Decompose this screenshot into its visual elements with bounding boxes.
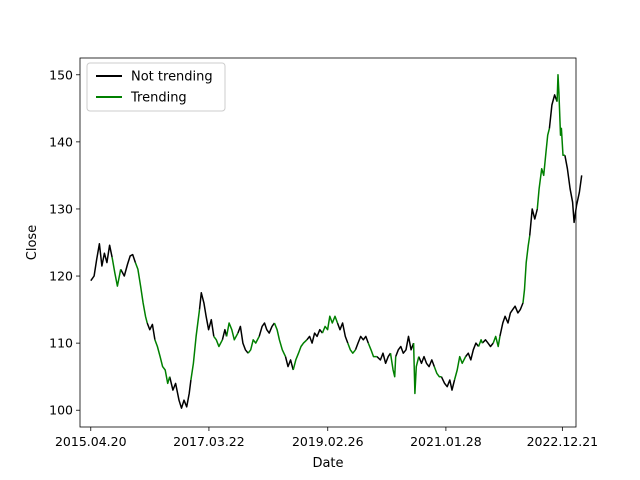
series-segment (134, 262, 148, 324)
series-segment (528, 208, 539, 236)
series-segment (394, 335, 415, 357)
x-tick-label: 2017.03.22 (173, 434, 245, 449)
series-segment (412, 343, 420, 395)
series-segment (556, 74, 565, 157)
x-tick-label: 2015.04.20 (55, 434, 127, 449)
series-segment (453, 355, 467, 381)
series-segment (499, 302, 524, 337)
series-trending (111, 74, 565, 395)
plot-area (80, 58, 576, 427)
series-segment (221, 328, 228, 340)
series-segment (367, 342, 377, 358)
series-layer (90, 74, 583, 409)
series-segment (418, 355, 436, 368)
x-tick-label: 2022.12.21 (527, 434, 599, 449)
series-segment (440, 376, 456, 391)
legend: Not trending Trending (86, 62, 226, 112)
series-segment (336, 322, 349, 344)
series-not-trending (90, 94, 583, 409)
series-segment (198, 292, 215, 337)
series-segment (433, 366, 442, 378)
series-segment (306, 328, 323, 344)
y-axis-label: Close (25, 225, 40, 260)
y-tick-label: 120 (49, 269, 73, 284)
series-segment (146, 322, 156, 340)
y-tick-label: 150 (49, 67, 73, 82)
series-segment (477, 339, 484, 347)
series-segment (258, 322, 276, 337)
x-tick-label: 2021.01.28 (410, 434, 482, 449)
y-tick-label: 110 (49, 336, 73, 351)
series-segment (564, 155, 583, 224)
series-segment (154, 339, 171, 385)
y-tick-label: 140 (49, 134, 73, 149)
series-segment (481, 339, 494, 348)
x-axis-ticks: 2015.04.20 2017.03.22 2019.02.26 2021.01.28… (55, 427, 598, 449)
series-segment (321, 315, 339, 334)
series-segment (354, 335, 370, 351)
series-segment (376, 352, 392, 365)
series-segment (273, 322, 287, 357)
legend-label-trending: Trending (130, 91, 187, 106)
x-axis-label: Date (312, 456, 343, 471)
y-tick-label: 100 (49, 403, 73, 418)
series-segment (389, 353, 397, 378)
series-segment (213, 335, 224, 348)
series-segment (247, 336, 260, 354)
series-segment (120, 253, 137, 277)
series-segment (522, 235, 531, 303)
series-segment (111, 257, 122, 287)
series-segment (292, 339, 308, 371)
series-segment (548, 94, 558, 129)
series-segment (90, 243, 113, 282)
series-segment (465, 342, 480, 361)
series-segment (237, 325, 249, 354)
series-segment (190, 309, 201, 381)
series-segment (492, 335, 501, 348)
y-axis-ticks: 100 110 120 130 140 150 (49, 67, 80, 418)
x-tick-label: 2019.02.26 (292, 434, 364, 449)
series-segment (168, 376, 192, 409)
legend-label-not-trending: Not trending (131, 70, 213, 85)
series-segment (284, 356, 294, 371)
series-segment (225, 322, 239, 341)
series-segment (347, 342, 357, 354)
series-segment (536, 128, 551, 210)
y-tick-label: 130 (49, 201, 73, 216)
